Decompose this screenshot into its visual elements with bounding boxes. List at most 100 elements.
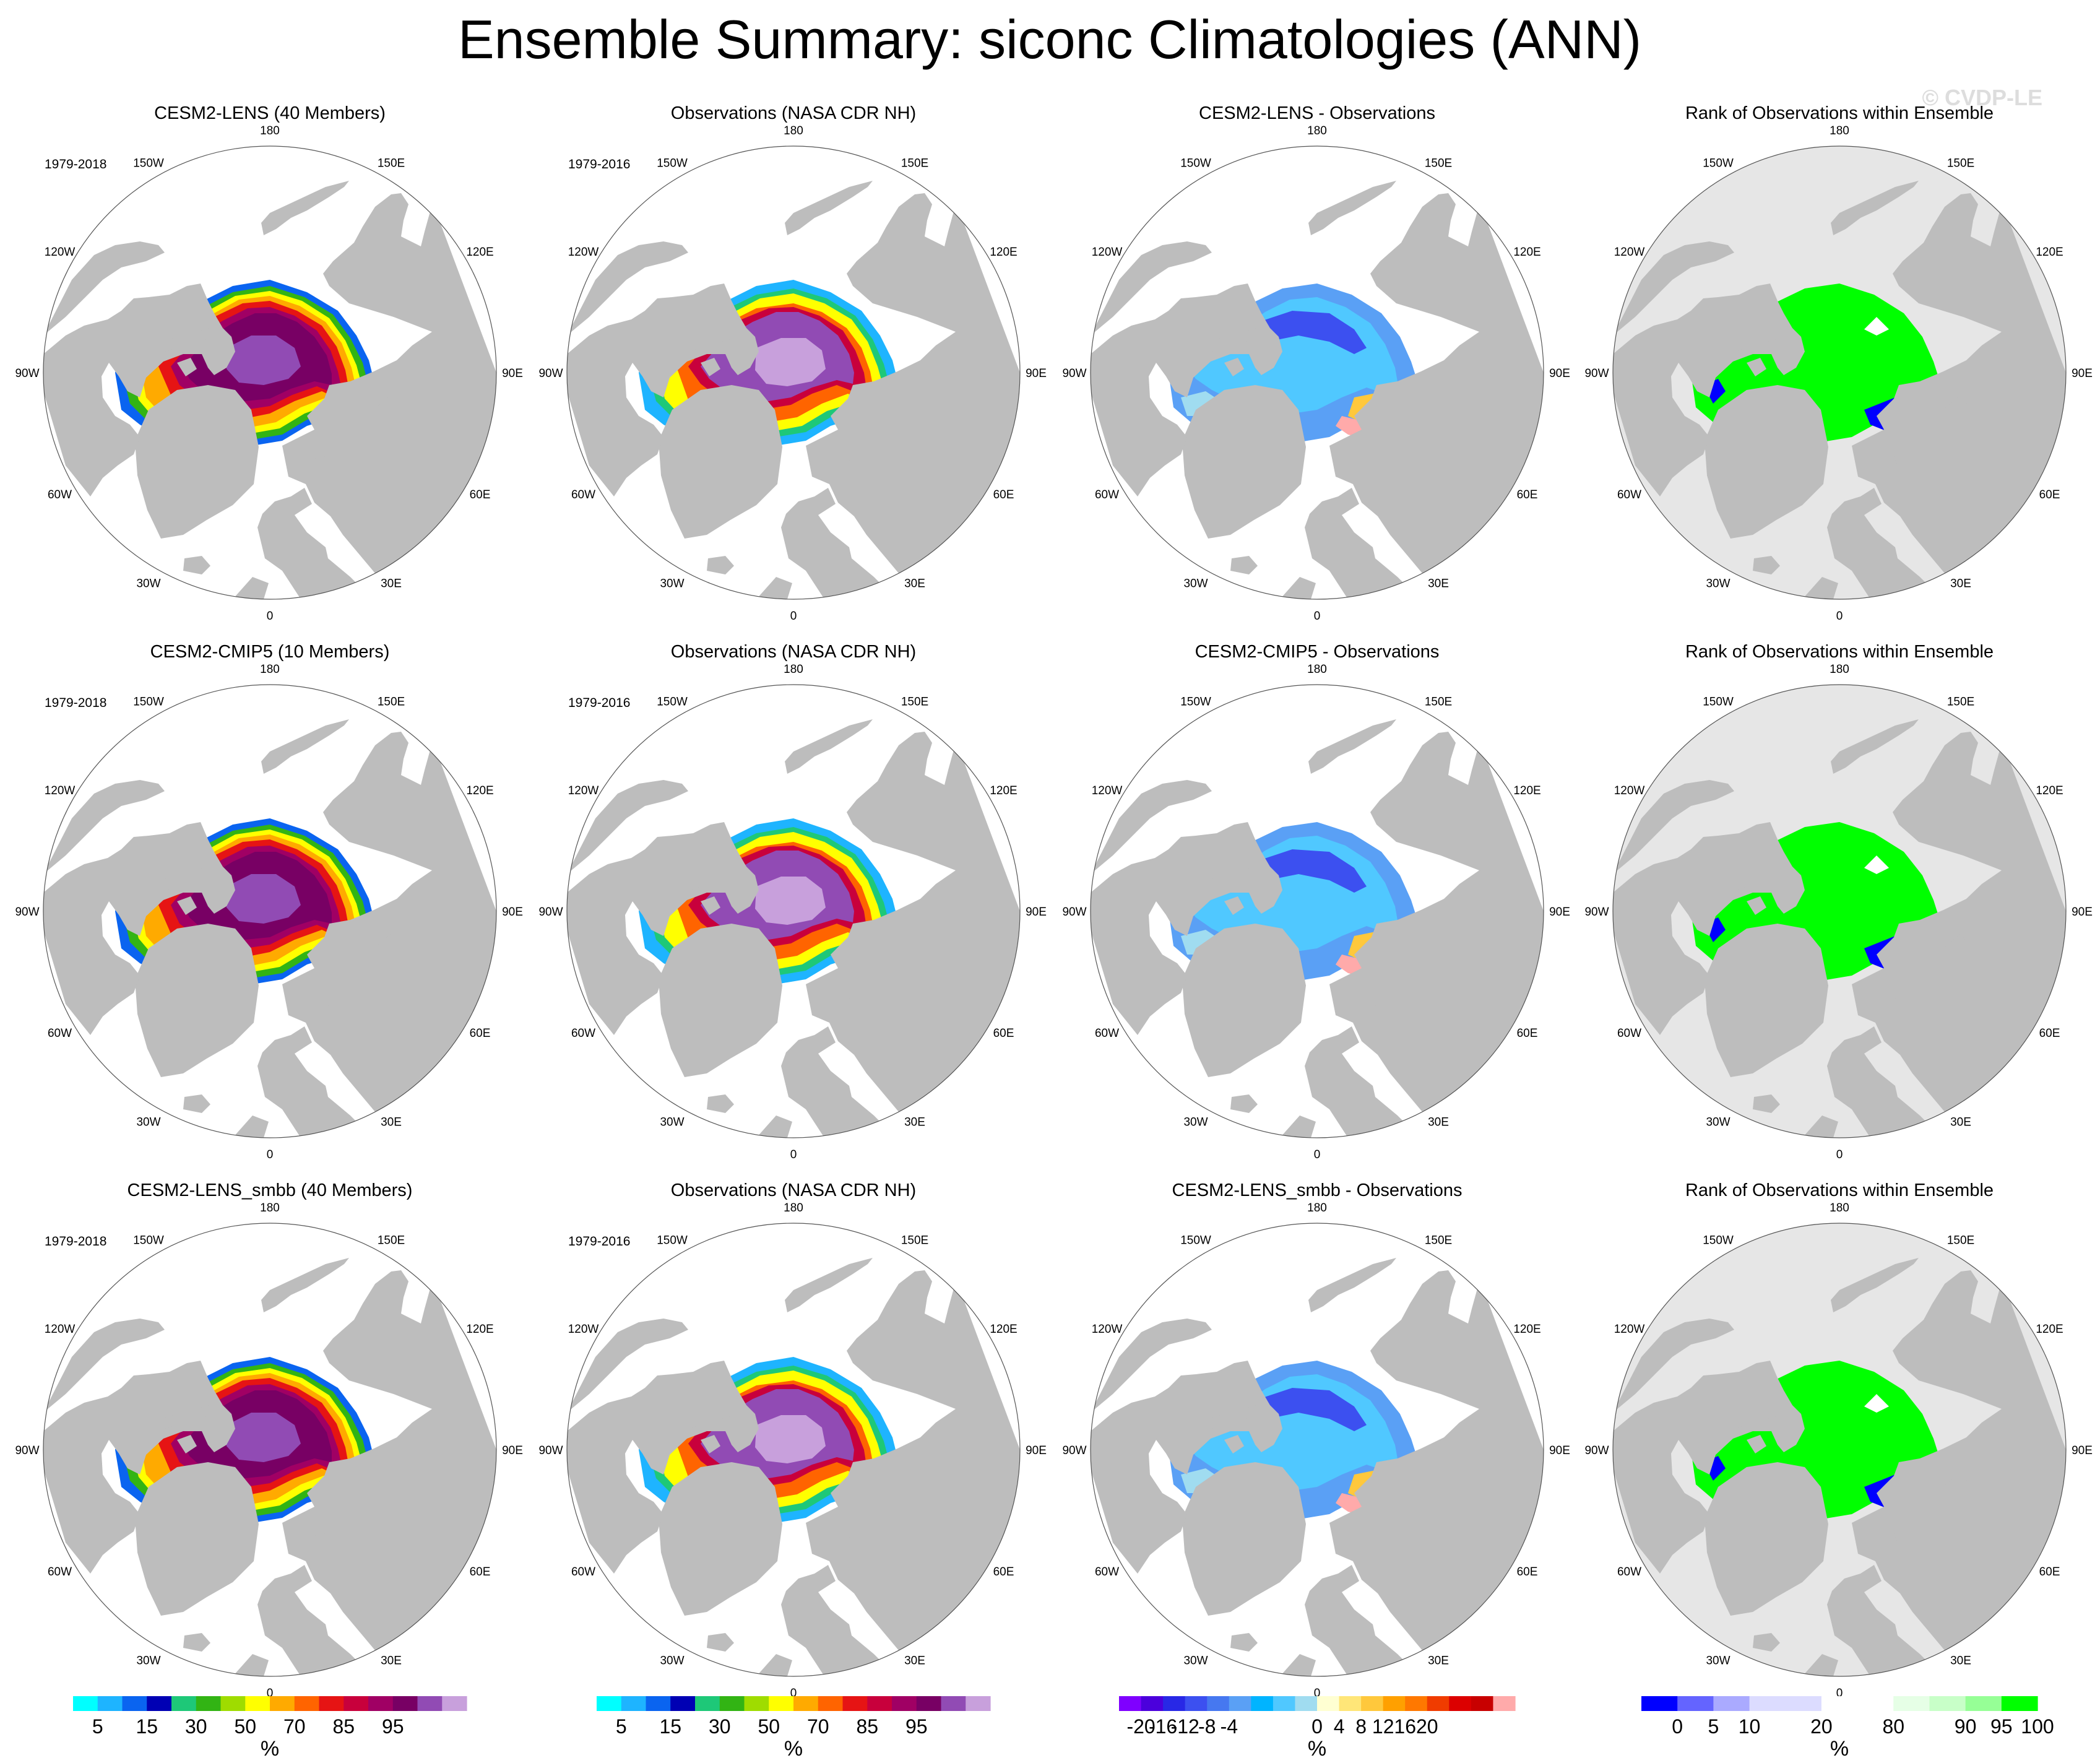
- longitude-label: 90W: [1584, 367, 1609, 380]
- longitude-label: 30W: [1706, 1116, 1730, 1129]
- row-1: CESM2-LENS (40 Members) 1979-2018 0 30E 60…: [15, 103, 2092, 623]
- longitude-label: 30E: [1428, 1116, 1449, 1129]
- longitude-label: 0: [1836, 1687, 1843, 1700]
- polar-map: 0 30E 60E 90E 120E 150E 180 150W 120W 90W 60W 30W: [538, 663, 1046, 1161]
- colorbar-tick-label: 30: [709, 1715, 731, 1738]
- longitude-label: 150W: [133, 696, 164, 709]
- polar-map: 0 30E 60E 90E 120E 150E 180 150W 120W 90W 60W 30W: [15, 1202, 522, 1700]
- period-label: 1979-2016: [568, 696, 630, 710]
- map-frame: [566, 1223, 1021, 1677]
- colorbar-unit: %: [1308, 1737, 1326, 1761]
- row-3: CESM2-LENS_smbb (40 Members) 1979-2018 0…: [15, 1180, 2092, 1700]
- colorbar-tick-label: 95: [905, 1715, 928, 1738]
- colorbar-swatch: [122, 1696, 147, 1711]
- longitude-label: 150E: [378, 157, 405, 170]
- longitude-label: 120W: [568, 784, 599, 797]
- longitude-label: 150E: [1947, 696, 1974, 709]
- watermark: © CVDP-LE: [1922, 85, 2042, 110]
- longitude-label: 150E: [901, 157, 928, 170]
- longitude-label: 90E: [2072, 367, 2093, 380]
- longitude-labels: 0 30E 60E 90E 120E 150E 180 150W 120W 90W 60W 30W: [1584, 663, 2092, 1161]
- polar-map: 0 30E 60E 90E 120E 150E 180 150W 120W 90W 60W 30W: [1584, 124, 2092, 623]
- longitude-label: 60W: [571, 1027, 595, 1040]
- longitude-label: 120W: [1614, 246, 1645, 259]
- colorbar-tick-label: 50: [758, 1715, 780, 1738]
- longitude-labels: 0 30E 60E 90E 120E 150E 180 150W 120W 90W 60W 30W: [538, 124, 1046, 623]
- longitude-label: 150W: [1180, 696, 1211, 709]
- longitude-label: 150W: [1703, 1234, 1734, 1247]
- colorbar-tick-label: 10: [1739, 1715, 1761, 1738]
- longitude-label: 180: [260, 663, 280, 676]
- polar-map: 0 30E 60E 90E 120E 150E 180 150W 120W 90W 60W 30W: [15, 124, 522, 623]
- colorbar-swatch: [270, 1696, 295, 1711]
- longitude-label: 0: [1836, 1148, 1843, 1161]
- longitude-label: 30E: [1950, 1655, 1971, 1668]
- panel-r2-model: CESM2-CMIP5 (10 Members) 1979-2018 0 30E 6…: [15, 642, 522, 1161]
- colorbar-swatch: [1163, 1696, 1186, 1711]
- longitude-label: 90W: [15, 906, 39, 919]
- colorbar-swatch: [916, 1696, 942, 1711]
- panel-r1-obs: Observations (NASA CDR NH) 1979-2016 0 30…: [538, 103, 1046, 623]
- longitude-label: 90W: [1062, 1444, 1086, 1457]
- colorbar-tick-label: 85: [333, 1715, 355, 1738]
- longitude-label: 150W: [657, 696, 688, 709]
- longitude-label: 90E: [1026, 906, 1047, 919]
- longitude-label: 120E: [2036, 784, 2063, 797]
- colorbar-swatch: [719, 1696, 745, 1711]
- longitude-label: 30W: [660, 1116, 684, 1129]
- colorbar-swatch: [769, 1696, 794, 1711]
- panel-r1-model: CESM2-LENS (40 Members) 1979-2018 0 30E 60…: [15, 103, 522, 623]
- longitude-label: 30E: [1950, 578, 1971, 591]
- longitude-label: 60E: [2039, 1566, 2060, 1579]
- colorbar-tick-label: 0: [1311, 1715, 1323, 1738]
- colorbar-swatch: [392, 1696, 418, 1711]
- period-label: 1979-2018: [45, 1234, 106, 1249]
- colorbar-swatches: [1641, 1696, 2038, 1711]
- longitude-label: 90W: [15, 1444, 39, 1457]
- colorbar-ticks: 0 5 10 20 80 90 95 100: [1672, 1715, 2054, 1738]
- colorbar-swatch: [621, 1696, 647, 1711]
- colorbar-tick-label: 30: [185, 1715, 207, 1738]
- longitude-label: 120E: [466, 784, 493, 797]
- colorbar-unit: %: [261, 1737, 279, 1761]
- colorbar-swatches: [1119, 1696, 1516, 1711]
- longitude-label: 60E: [993, 1027, 1014, 1040]
- colorbar-swatch: [196, 1696, 222, 1711]
- longitude-label: 180: [1830, 663, 1849, 676]
- longitude-label: 30E: [904, 1655, 925, 1668]
- colorbar-tick-label: -4: [1221, 1715, 1238, 1738]
- longitude-label: 90E: [502, 367, 523, 380]
- panel-r3-rank: Rank of Observations within Ensemble 0 30…: [1584, 1180, 2092, 1700]
- colorbar-unit: %: [784, 1737, 803, 1761]
- panel-r3-diff: CESM2-LENS_smbb - Observations 0 30E 60E 90…: [1062, 1180, 1570, 1700]
- colorbar-tick-label: 15: [660, 1715, 682, 1738]
- longitude-label: 90W: [1584, 906, 1609, 919]
- colorbar-concentration-1: 5 15 30 50 70 85 95 %: [73, 1696, 467, 1761]
- colorbar-swatch: [171, 1696, 197, 1711]
- longitude-label: 30W: [136, 1116, 160, 1129]
- colorbar-tick-label: -12: [1171, 1715, 1199, 1738]
- colorbar-swatch: [1965, 1696, 2002, 1711]
- colorbar-concentration-2: 5 15 30 50 70 85 95 %: [597, 1696, 991, 1761]
- longitude-label: 0: [267, 1687, 274, 1700]
- longitude-label: 0: [790, 610, 797, 623]
- colorbar-swatch: [1785, 1696, 1822, 1711]
- polar-map: 0 30E 60E 90E 120E 150E 180 150W 120W 90W 60W 30W: [1062, 1202, 1570, 1700]
- colorbar-swatch: [1449, 1696, 1472, 1711]
- panel-title: CESM2-LENS - Observations: [1199, 103, 1435, 123]
- colorbar-swatch: [1857, 1696, 1894, 1711]
- colorbar-swatch: [1677, 1696, 1714, 1711]
- colorbar-swatch: [245, 1696, 270, 1711]
- longitude-label: 150E: [901, 696, 928, 709]
- longitude-label: 120W: [1614, 1323, 1645, 1336]
- longitude-label: 60E: [1517, 1566, 1538, 1579]
- longitude-label: 150W: [133, 1234, 164, 1247]
- longitude-label: 150W: [657, 157, 688, 170]
- longitude-label: 60W: [48, 1566, 72, 1579]
- longitude-label: 120E: [2036, 1323, 2063, 1336]
- longitude-label: 60E: [993, 488, 1014, 501]
- longitude-label: 30W: [136, 1655, 160, 1668]
- longitude-label: 90E: [1549, 367, 1570, 380]
- colorbar-swatch: [220, 1696, 246, 1711]
